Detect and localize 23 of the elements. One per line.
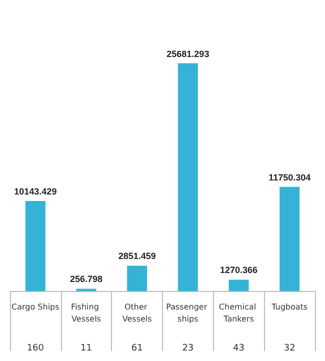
bar bbox=[228, 280, 249, 291]
x-tick-label: Other Vessels bbox=[122, 302, 152, 324]
x-tick-label: Chemical Tankers bbox=[218, 302, 259, 324]
x-tick-label: Fishing Vessels bbox=[71, 302, 102, 324]
data-label: 10143.429 bbox=[14, 186, 57, 197]
text: 23 bbox=[182, 344, 194, 354]
data-label: 256.798 bbox=[70, 274, 103, 284]
bar bbox=[127, 266, 148, 291]
data-label: 25681.293 bbox=[166, 48, 210, 59]
data-label: 1270.366 bbox=[220, 265, 258, 276]
bar bbox=[280, 186, 300, 291]
x-tick-label: Cargo Ships bbox=[12, 302, 60, 312]
bar bbox=[178, 63, 198, 291]
data-label: 2851.459 bbox=[118, 251, 156, 262]
text: 160 bbox=[26, 344, 44, 354]
text: 32 bbox=[284, 344, 296, 354]
data-label: 11750.304 bbox=[268, 172, 311, 182]
text: 43 bbox=[233, 344, 244, 354]
bar bbox=[25, 201, 46, 291]
x-tick-label: Passenger ships bbox=[166, 302, 210, 324]
x-tick-label: Tugboats bbox=[270, 302, 308, 312]
text: 11 bbox=[80, 344, 92, 354]
text: 61 bbox=[131, 344, 143, 354]
